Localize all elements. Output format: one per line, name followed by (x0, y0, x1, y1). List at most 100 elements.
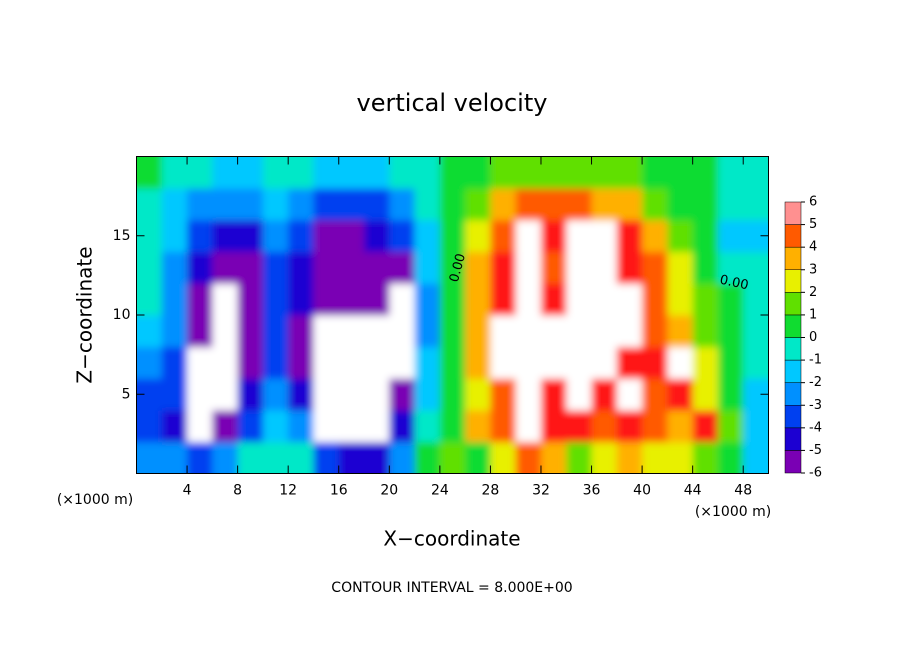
field-cell (692, 410, 719, 443)
field (136, 156, 769, 474)
colorbar-tick-label: -1 (809, 353, 822, 368)
field-cell (262, 283, 289, 316)
field-cell (414, 283, 441, 316)
field-cell (338, 441, 365, 474)
field-cell (161, 315, 188, 348)
field-cell (262, 219, 289, 253)
x-tick-label: 36 (583, 483, 601, 499)
field-cell (642, 410, 668, 443)
y-tick-label: 10 (113, 307, 131, 323)
colorbar-swatch (784, 246, 802, 271)
field-cell (364, 410, 390, 443)
field-cell (540, 219, 567, 253)
x-tick-label: 12 (279, 483, 297, 499)
field-cell (439, 378, 466, 411)
field-cell (187, 156, 213, 189)
x-tick-label: 24 (431, 483, 449, 499)
field-cell (642, 346, 668, 379)
field-cell (161, 441, 188, 474)
field-cell (540, 283, 567, 316)
field-cell (667, 156, 694, 189)
field-cell (490, 315, 517, 348)
field-cell (642, 251, 668, 284)
colorbar-tick-label: 0 (809, 330, 817, 345)
field-cell (187, 378, 213, 411)
field-cell (288, 219, 314, 253)
field-cell (515, 346, 542, 379)
field-cell (262, 378, 289, 411)
chart-title: vertical velocity (357, 89, 548, 117)
x-tick-label: 44 (684, 483, 702, 499)
field-cell (540, 378, 567, 411)
field-cell (136, 315, 163, 348)
contour-label: 0.00 (447, 252, 469, 284)
field-cell (389, 410, 416, 443)
field-cell (262, 156, 289, 189)
field-cell (288, 410, 314, 443)
field-cell (338, 410, 365, 443)
field-cell (616, 156, 643, 189)
field-cell (414, 315, 441, 348)
field-cell (465, 188, 491, 221)
field-cell (288, 441, 314, 474)
field-cell (338, 283, 365, 316)
y-axis-label: Z−coordinate (73, 246, 97, 383)
field-cell (187, 315, 213, 348)
field-cell (566, 410, 593, 443)
field-cell (161, 283, 188, 316)
field-cell (288, 283, 314, 316)
field-cell (490, 188, 517, 221)
field-cell (212, 188, 239, 221)
field-cell (616, 315, 643, 348)
field-cell (338, 156, 365, 189)
field-cell (743, 346, 769, 379)
field-cell (313, 156, 340, 189)
field-cell (566, 441, 593, 474)
colorbar-tick-label: 5 (809, 217, 817, 232)
field-cell (212, 251, 239, 284)
field-cell (262, 441, 289, 474)
field-cell (667, 283, 694, 316)
field-cell (616, 441, 643, 474)
field-cell (743, 188, 769, 221)
field-cell (187, 283, 213, 316)
field-cell (338, 378, 365, 411)
field-cell (313, 283, 340, 316)
field-cell (237, 251, 264, 284)
field-cell (187, 441, 213, 474)
colorbar-tick-label: -6 (809, 466, 822, 481)
field-cell (212, 346, 239, 379)
field-cell (338, 219, 365, 253)
field-cell (414, 346, 441, 379)
colorbar-tick-label: -2 (809, 375, 822, 390)
field-cell (439, 410, 466, 443)
field-cell (237, 346, 264, 379)
colorbar-swatch (784, 382, 802, 406)
field-cell (692, 219, 719, 253)
colorbar-swatch (784, 405, 802, 429)
colorbar-swatch (784, 450, 802, 474)
field-cell (616, 251, 643, 284)
field-cell (515, 315, 542, 348)
field-cell (262, 410, 289, 443)
y-tick-label: 5 (122, 386, 131, 402)
field-cell (389, 156, 416, 189)
field-cell (414, 188, 441, 221)
field-cell (414, 251, 441, 284)
field-cell (212, 410, 239, 443)
colorbar-tick-label: -5 (809, 443, 822, 458)
field-cell (237, 315, 264, 348)
field-cell (389, 219, 416, 253)
field-cell (490, 219, 517, 253)
field-cell (667, 378, 694, 411)
field-cell (414, 156, 441, 189)
field-cell (262, 251, 289, 284)
field-cell (212, 219, 239, 253)
field-cell (161, 410, 188, 443)
contour-label: 0.00 (718, 273, 749, 294)
field-cell (389, 251, 416, 284)
field-cell (439, 188, 466, 221)
field-cell (642, 378, 668, 411)
field-cell (717, 283, 744, 316)
